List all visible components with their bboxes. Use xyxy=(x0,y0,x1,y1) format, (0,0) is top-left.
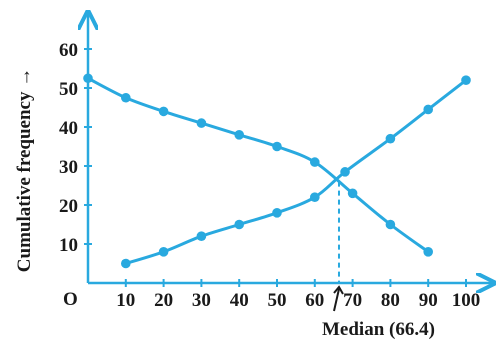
data-point xyxy=(385,133,396,144)
data-point xyxy=(121,92,131,103)
x-tick-label: 90 xyxy=(419,290,438,311)
y-tick-label: 40 xyxy=(59,118,78,139)
data-point xyxy=(340,167,350,177)
data-point xyxy=(158,106,169,117)
median-arrow xyxy=(333,288,340,312)
series-line-2 xyxy=(87,76,430,254)
data-point xyxy=(423,104,434,115)
data-point xyxy=(234,219,244,230)
y-tick-label: 50 xyxy=(59,79,78,100)
x-tick-label: 20 xyxy=(154,290,173,311)
y-axis-label: Cumulative frequency → xyxy=(14,68,35,272)
data-point xyxy=(385,219,396,230)
data-point xyxy=(347,188,358,199)
data-point xyxy=(310,192,320,202)
y-tick-label: 20 xyxy=(59,196,78,217)
data-point xyxy=(158,247,169,257)
annotation-layer: Median (66.4) xyxy=(322,285,435,340)
data-point xyxy=(423,247,434,257)
axes xyxy=(88,12,494,283)
y-tick-label: 30 xyxy=(59,157,78,178)
origin-label: O xyxy=(63,289,78,310)
data-point xyxy=(196,231,207,241)
median-annotation: Median (66.4) xyxy=(322,319,435,340)
data-point xyxy=(461,75,471,85)
x-tick-label: 80 xyxy=(381,290,400,311)
data-point xyxy=(272,141,282,152)
data-point xyxy=(272,208,282,218)
x-tick-label: 10 xyxy=(116,290,135,311)
data-point xyxy=(234,130,244,140)
data-point xyxy=(83,73,93,84)
tick-labels: 10 20 30 40 50 60 70 80 90 100 10 20 30 40 50 60 xyxy=(59,40,480,311)
series-line-1 xyxy=(125,79,467,265)
x-tick-label: 60 xyxy=(305,290,324,311)
x-tick-label: 30 xyxy=(192,290,211,311)
x-tick-label: 100 xyxy=(452,290,481,311)
x-tick-label: 50 xyxy=(268,290,287,311)
data-point xyxy=(310,157,320,167)
data-point xyxy=(196,118,207,128)
y-tick-label: 10 xyxy=(59,235,78,256)
y-tick-label: 60 xyxy=(59,40,78,61)
x-tick-label: 40 xyxy=(230,290,249,311)
median-arrow-head xyxy=(333,285,344,295)
tick-marks xyxy=(84,48,467,287)
data-point xyxy=(121,258,131,269)
x-tick-label: 70 xyxy=(343,290,362,311)
series-layer xyxy=(83,73,471,269)
